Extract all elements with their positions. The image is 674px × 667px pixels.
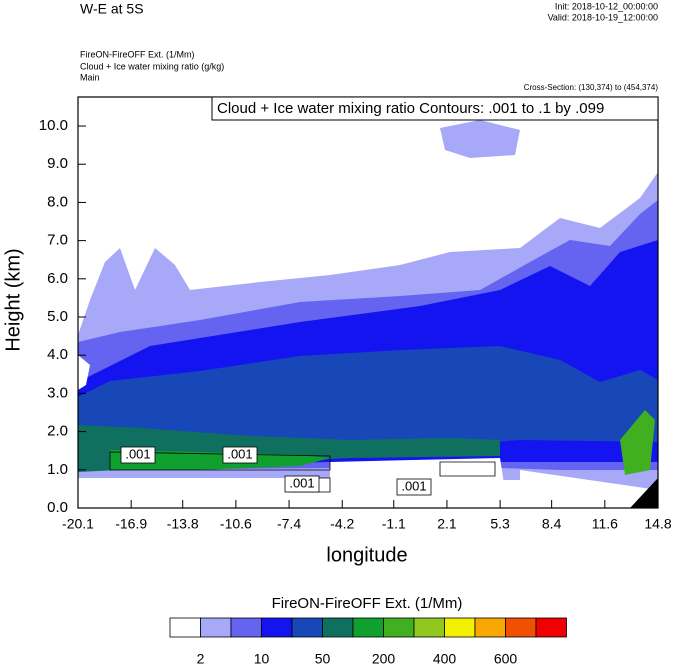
colorbar-box (505, 617, 537, 638)
contour-fill (620, 410, 655, 475)
colorbar-box (322, 617, 354, 638)
y-axis-label: Height (km) (2, 248, 24, 351)
colorbar-title: FireON-FireOFF Ext. (1/Mm) (272, 595, 463, 612)
x-tick-label: -7.4 (277, 516, 301, 532)
x-tick-label: 2.1 (437, 516, 457, 532)
y-tick-label: 1.0 (47, 461, 68, 478)
valid-time: Valid: 2018-10-19_12:00:00 (548, 12, 658, 22)
colorbar-label: 50 (315, 651, 331, 667)
colorbar-box (230, 617, 262, 638)
colorbar-box (169, 617, 201, 638)
contour-fill (78, 478, 330, 508)
colorbar-box (535, 617, 567, 638)
init-time: Init: 2018-10-12_00:00:00 (555, 1, 658, 11)
y-tick-label: 8.0 (47, 193, 68, 210)
contour-label: .001 (125, 446, 150, 461)
x-tick-label: 14.8 (644, 516, 671, 532)
contour-label-box (222, 446, 258, 464)
contour-label-box (284, 475, 320, 493)
x-tick-label: -10.6 (220, 516, 252, 532)
subtitle: FireON-FireOFF Ext. (1/Mm) (80, 49, 195, 59)
y-tick-label: 0.0 (47, 499, 68, 516)
x-tick-label: 5.3 (490, 516, 510, 532)
colorbar-label: 10 (254, 651, 270, 667)
y-tick-label: 2.0 (47, 423, 68, 440)
contour-label-box (120, 446, 156, 464)
y-tick-label: 3.0 (47, 384, 68, 401)
x-tick-label: -13.8 (167, 516, 199, 532)
contour-note: Cloud + Ice water mixing ratio Contours:… (217, 100, 604, 117)
x-tick-label: 8.4 (542, 516, 562, 532)
cross-section: Cross-Section: (130,374) to (454,374) (524, 83, 659, 92)
colorbar-label: 400 (433, 651, 457, 667)
colorbar-label: 600 (494, 651, 518, 667)
x-tick-label: 11.6 (592, 516, 618, 532)
colorbar-box (200, 617, 232, 638)
contour-fill (440, 120, 520, 158)
colorbar-box (352, 617, 384, 638)
colorbar-box (474, 617, 506, 638)
y-tick-label: 5.0 (47, 308, 68, 325)
y-tick-label: 7.0 (47, 232, 68, 249)
colorbar-label: 2 (197, 651, 205, 667)
y-tick-label: 10.0 (39, 117, 68, 134)
contour-fill (78, 346, 658, 446)
contour-fill (630, 478, 658, 508)
x-tick-label: -1.1 (382, 516, 406, 532)
contour-label: .001 (227, 446, 252, 461)
subtitle: Main (80, 72, 100, 82)
x-axis-label: longitude (326, 544, 407, 566)
colorbar-box (413, 617, 445, 638)
colorbar-box (261, 617, 293, 638)
contour-label-box (396, 478, 432, 496)
note-box (211, 96, 659, 121)
colorbar-box (291, 617, 323, 638)
x-tick-label: -20.1 (62, 516, 94, 532)
contour-fields (77, 96, 659, 509)
y-tick-label: 4.0 (47, 346, 68, 363)
contour-label: .001 (289, 475, 314, 490)
x-tick-label: -16.9 (115, 516, 147, 532)
x-tick-label: -4.2 (330, 516, 354, 532)
colorbar-label: 200 (372, 651, 396, 667)
colorbar-box (383, 617, 415, 638)
subtitle: Cloud + Ice water mixing ratio (g/kg) (80, 61, 224, 71)
contour-label: .001 (401, 478, 426, 493)
contour-fill (520, 470, 658, 508)
contour-fill (78, 355, 90, 390)
chart-title: W-E at 5S (80, 1, 144, 17)
colorbar-box (444, 617, 476, 638)
y-tick-label: 6.0 (47, 270, 68, 287)
y-tick-label: 9.0 (47, 155, 68, 172)
